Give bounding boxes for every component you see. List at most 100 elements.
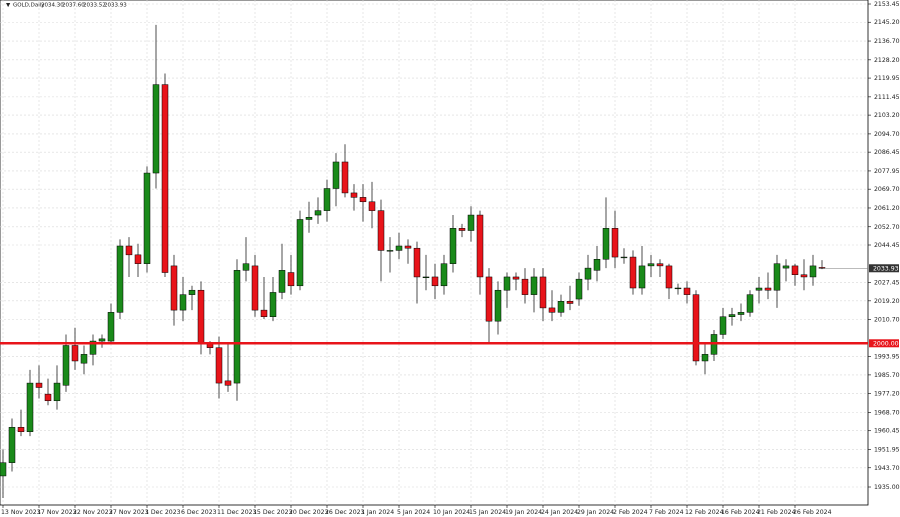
candle-body bbox=[512, 276, 520, 280]
x-tick-label: 2 Feb 2024 bbox=[613, 509, 648, 516]
x-tick-label: 10 Jan 2024 bbox=[433, 509, 470, 516]
candle-body bbox=[494, 289, 502, 322]
candle-body bbox=[53, 382, 61, 402]
candle-body bbox=[377, 210, 385, 251]
candle-body bbox=[692, 294, 700, 362]
candle-body bbox=[44, 393, 52, 402]
x-tick-label: 13 Nov 2023 bbox=[1, 509, 41, 516]
candle-body bbox=[242, 263, 250, 271]
candle-body bbox=[35, 382, 43, 388]
y-tick-label: 1993.95 bbox=[874, 354, 900, 361]
candle-body bbox=[278, 270, 286, 293]
candle-body bbox=[764, 287, 772, 291]
header-arrow: ▼ bbox=[6, 3, 11, 9]
candle-body bbox=[818, 267, 826, 269]
candle-body bbox=[233, 270, 241, 384]
candle-body bbox=[674, 287, 682, 290]
candle-body bbox=[368, 201, 376, 211]
x-tick-label: 26 Feb 2024 bbox=[793, 509, 832, 516]
candle-body bbox=[26, 382, 34, 432]
candle-body bbox=[413, 247, 421, 278]
candle-body bbox=[395, 245, 403, 251]
candle-body bbox=[629, 256, 637, 289]
candle-body bbox=[791, 265, 799, 275]
candle-body bbox=[314, 210, 322, 216]
candle-body bbox=[584, 267, 592, 280]
x-tick-label: 1 Jan 2024 bbox=[361, 509, 394, 516]
candle-body bbox=[467, 214, 475, 231]
y-tick-label: 2086.45 bbox=[874, 149, 900, 156]
x-tick-label: 11 Dec 2023 bbox=[217, 509, 257, 516]
candle-body bbox=[188, 289, 196, 295]
y-tick-label: 1977.20 bbox=[874, 391, 900, 398]
y-tick-label: 2153.45 bbox=[874, 1, 900, 8]
candle-body bbox=[89, 340, 97, 355]
y-tick-label: 2128.20 bbox=[874, 57, 900, 64]
candle-body bbox=[719, 316, 727, 335]
level-label: 2000.00 bbox=[873, 340, 899, 347]
candle-body bbox=[458, 228, 466, 231]
y-tick-label: 2069.70 bbox=[874, 186, 900, 193]
candle-body bbox=[170, 265, 178, 311]
candle-body bbox=[287, 272, 295, 287]
candle-body bbox=[620, 256, 628, 259]
candle-body bbox=[476, 214, 484, 278]
price-tag-label: 2033.93 bbox=[873, 265, 899, 272]
x-tick-label: 17 Nov 2023 bbox=[37, 509, 77, 516]
x-tick-label: 6 Dec 2023 bbox=[181, 509, 217, 516]
candle-body bbox=[782, 265, 790, 269]
candle-body bbox=[431, 276, 439, 287]
candle-body bbox=[116, 245, 124, 313]
y-tick-label: 1943.70 bbox=[874, 465, 900, 472]
y-tick-label: 2119.95 bbox=[874, 75, 900, 82]
candle-body bbox=[296, 219, 304, 287]
candle-body bbox=[773, 263, 781, 291]
x-tick-label: 5 Jan 2024 bbox=[397, 509, 430, 516]
x-tick-label: 27 Nov 2023 bbox=[109, 509, 149, 516]
candle-body bbox=[179, 294, 187, 311]
x-tick-label: 19 Jan 2024 bbox=[505, 509, 542, 516]
candle-body bbox=[359, 197, 367, 203]
candle-body bbox=[224, 380, 232, 386]
header-text: 2037.60 bbox=[62, 3, 85, 9]
y-tick-label: 1935.00 bbox=[874, 484, 900, 491]
header-text: 2033.52 bbox=[83, 3, 106, 9]
candle-body bbox=[332, 161, 340, 189]
candle-body bbox=[62, 345, 70, 386]
x-tick-label: 26 Dec 2023 bbox=[325, 509, 365, 516]
candle-body bbox=[98, 338, 106, 342]
candle-body bbox=[215, 347, 223, 384]
y-tick-label: 2061.20 bbox=[874, 205, 900, 212]
x-tick-label: 29 Jan 2024 bbox=[577, 509, 614, 516]
y-tick-label: 1968.70 bbox=[874, 409, 900, 416]
candle-body bbox=[341, 161, 349, 194]
candle-body bbox=[728, 314, 736, 318]
candle-body bbox=[665, 265, 673, 289]
y-tick-label: 2136.70 bbox=[874, 38, 900, 45]
y-tick-label: 2019.20 bbox=[874, 298, 900, 305]
x-tick-label: 1 Dec 2023 bbox=[145, 509, 181, 516]
candle-body bbox=[350, 192, 358, 198]
header-text: GOLD,Daily bbox=[13, 3, 45, 9]
y-tick-label: 2103.20 bbox=[874, 112, 900, 119]
y-tick-label: 1960.45 bbox=[874, 428, 900, 435]
candle-body bbox=[638, 265, 646, 289]
candle-body bbox=[161, 84, 169, 273]
candle-body bbox=[251, 265, 259, 311]
candle-body bbox=[800, 274, 808, 278]
candle-body bbox=[746, 294, 754, 313]
candle-body bbox=[269, 292, 277, 318]
x-tick-label: 15 Jan 2024 bbox=[469, 509, 506, 516]
candle-body bbox=[539, 276, 547, 309]
y-tick-label: 1951.95 bbox=[874, 447, 900, 454]
candle-body bbox=[485, 276, 493, 322]
y-tick-label: 2077.95 bbox=[874, 168, 900, 175]
candle-body bbox=[305, 217, 313, 220]
candle-body bbox=[80, 354, 88, 364]
y-tick-label: 1985.70 bbox=[874, 372, 900, 379]
candle-body bbox=[0, 462, 7, 477]
candle-body bbox=[611, 228, 619, 258]
